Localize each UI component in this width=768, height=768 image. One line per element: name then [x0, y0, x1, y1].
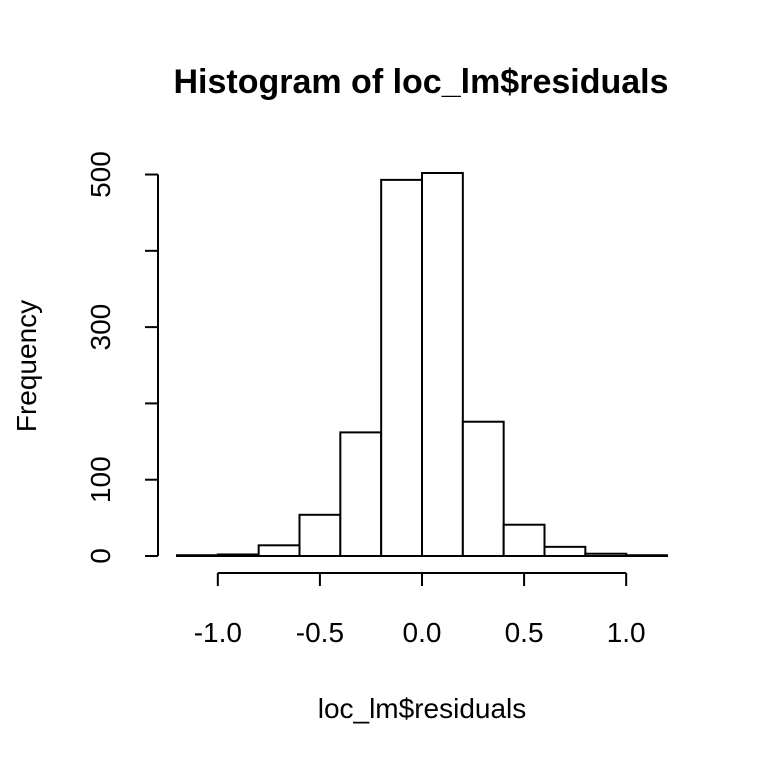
- chart-title: Histogram of loc_lm$residuals: [173, 63, 668, 101]
- bars-group: [176, 172, 669, 558]
- x-tick-label: 0.5: [505, 617, 544, 648]
- y-tick-label: 300: [85, 304, 116, 351]
- y-axis-label: Frequency: [11, 300, 42, 432]
- y-tick-label: 500: [85, 151, 116, 198]
- x-axis: -1.0 -0.5 0.0 0.5 1.0: [194, 572, 646, 648]
- histogram-bar: [216, 553, 260, 558]
- histogram-bar: [257, 544, 301, 558]
- x-tick-label: -0.5: [296, 617, 344, 648]
- histogram-bar: [543, 545, 587, 557]
- histogram-bar: [380, 178, 423, 557]
- histogram-bar: [461, 420, 505, 558]
- histogram-bar: [584, 552, 628, 558]
- histogram-bar: [502, 523, 546, 557]
- histogram-bar: [339, 431, 383, 558]
- histogram-bar: [421, 172, 464, 557]
- x-tick-label: 0.0: [403, 617, 442, 648]
- y-tick-label: 0: [85, 548, 116, 564]
- histogram-bar: [298, 513, 342, 557]
- x-tick-label: -1.0: [194, 617, 242, 648]
- histogram-bar: [625, 554, 669, 558]
- x-tick-label: 1.0: [607, 617, 646, 648]
- histogram-bar: [176, 554, 219, 558]
- y-axis: 0 100 300 500: [85, 151, 159, 564]
- x-axis-label: loc_lm$residuals: [318, 693, 527, 724]
- y-tick-label: 100: [85, 456, 116, 503]
